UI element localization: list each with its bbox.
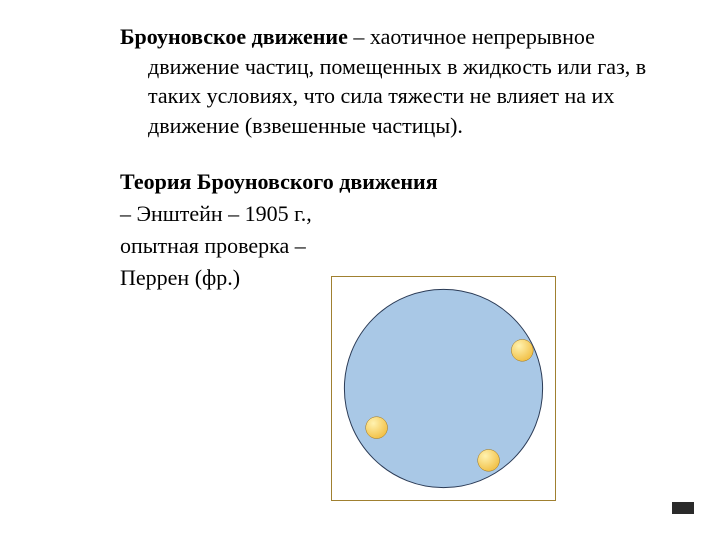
corner-mark-icon <box>672 502 694 514</box>
particle-2 <box>511 339 533 361</box>
definition-paragraph: Броуновское движение – хаотичное непреры… <box>120 22 670 141</box>
theory-line-2: опытная проверка – <box>120 233 670 259</box>
theory-line-1: – Энштейн – 1905 г., <box>120 201 670 227</box>
medium-circle <box>344 289 542 487</box>
particle-1 <box>366 417 388 439</box>
theory-heading: Теория Броуновского движения <box>120 169 670 195</box>
particle-3 <box>478 449 500 471</box>
brownian-diagram-svg <box>332 277 555 500</box>
definition-term: Броуновское движение <box>120 24 348 49</box>
brownian-diagram <box>331 276 556 501</box>
slide: Броуновское движение – хаотичное непреры… <box>0 0 720 540</box>
